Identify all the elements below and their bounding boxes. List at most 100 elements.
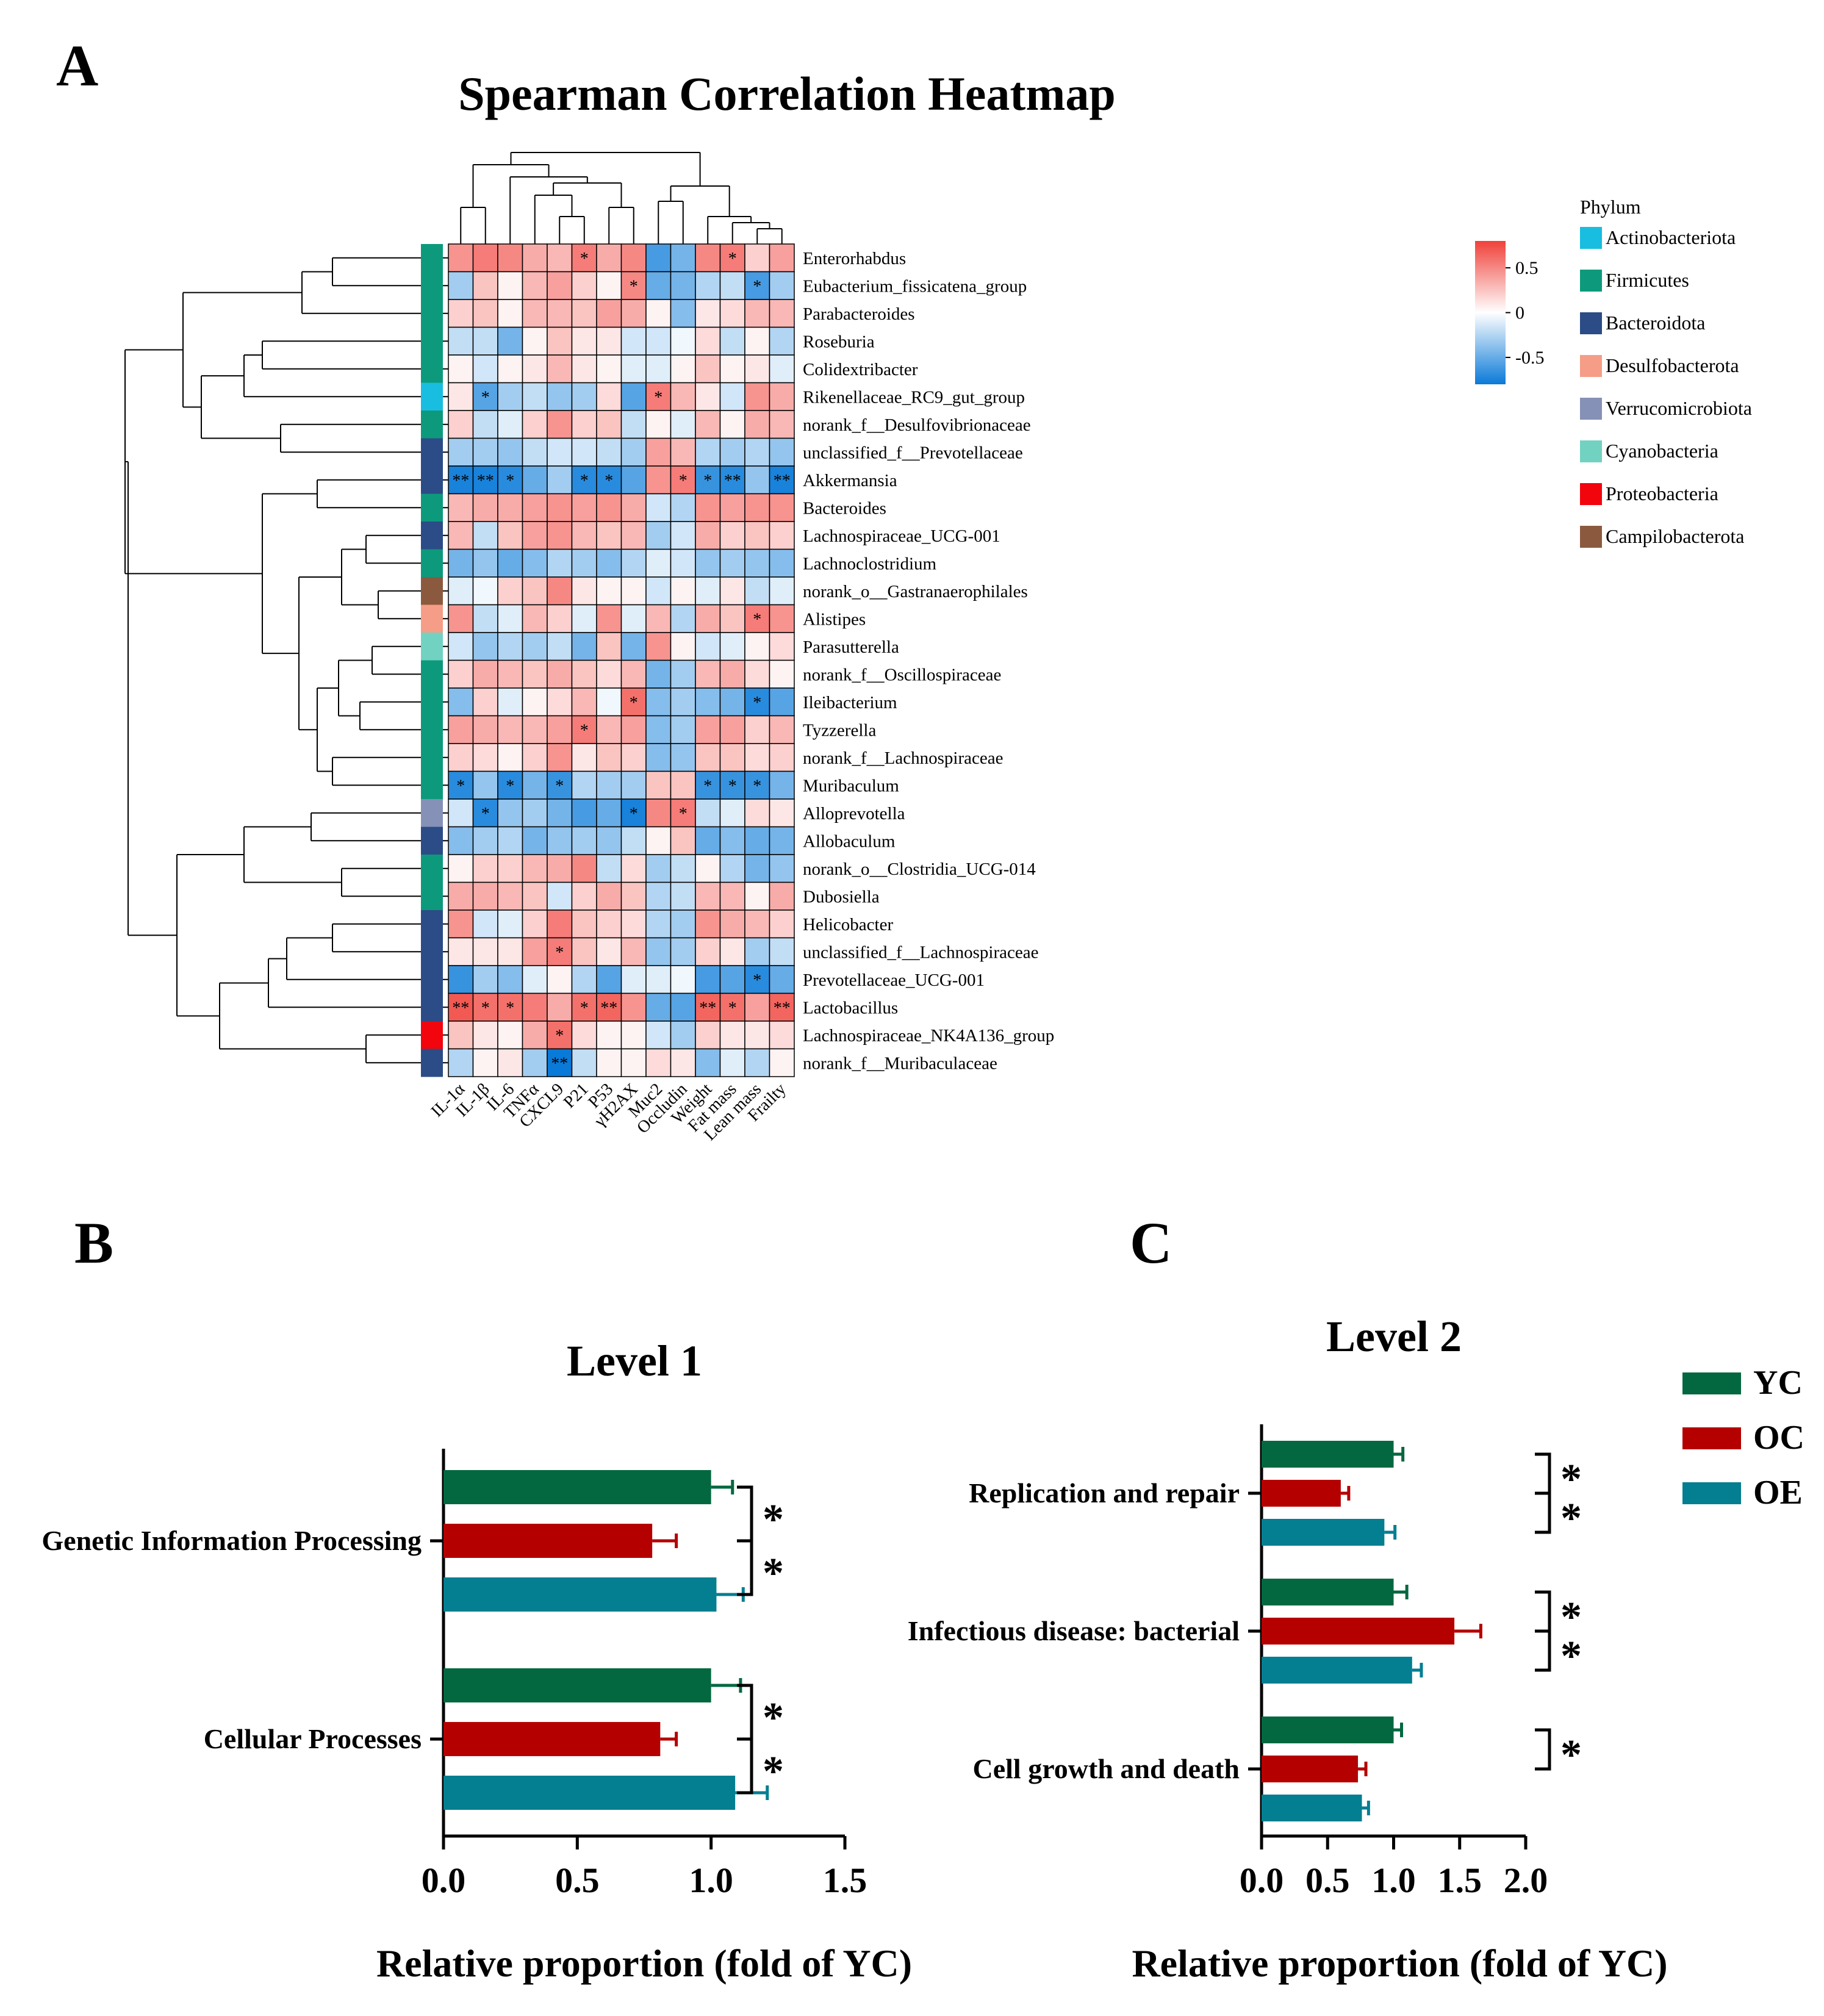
heatmap-cell-dubosiella-weight <box>695 881 721 911</box>
phylum-marker-firmicutes <box>421 327 443 356</box>
bar-yc-cellular-processes <box>443 1668 711 1702</box>
significance-star: * <box>763 1550 784 1597</box>
heatmap-cell-parasutterella-tnf <box>522 632 548 661</box>
bar-oc-infectious-disease-bacterial <box>1262 1618 1455 1645</box>
heatmap-cell-parasutterella-il-1 <box>472 632 498 661</box>
significance-mark: * <box>753 777 761 795</box>
heatmap-cell-allobaculum-h2ax <box>620 826 647 855</box>
heatmap-cell-norank-o-clostridia-ucg-014-il-1 <box>448 854 474 883</box>
heatmap-cell-muribaculum-il-1 <box>472 770 498 800</box>
heatmap-cell-alloprevotella-occludin <box>670 798 696 828</box>
bar-oe-infectious-disease-bacterial <box>1262 1657 1412 1684</box>
heatmap-cell-eubacterium-fissicatena-group-p21 <box>571 271 597 300</box>
heatmap-cell-norank-f-oscillospiraceae-p53 <box>596 659 622 689</box>
heatmap-cell-parasutterella-il-6 <box>497 632 523 661</box>
heatmap-cell-norank-f-muribaculaceae-tnf <box>522 1048 548 1077</box>
heatmap-cell-prevotellaceae-ucg-001-p53 <box>596 965 622 994</box>
heatmap-cell-allobaculum-frailty <box>769 826 795 855</box>
heatmap-cell-prevotellaceae-ucg-001-occludin <box>670 965 696 994</box>
heatmap-cell-parabacteroides-il-6 <box>497 299 523 328</box>
heatmap-cell-norank-o-clostridia-ucg-014-p21 <box>571 854 597 883</box>
heatmap-cell-lachnoclostridium-occludin <box>670 548 696 578</box>
legend-swatch-proteobacteria <box>1580 483 1602 505</box>
heatmap-significance: * ** ** *** ** * * * * * ** **** *** * * * * ** * ***** * * * *… <box>452 249 791 1074</box>
heatmap-cell-helicobacter-tnf <box>522 909 548 939</box>
heatmap-cell-prevotellaceae-ucg-001-cxcl9 <box>547 965 573 994</box>
heatmap-cell-unclassified-f-lachnospiraceae-tnf <box>522 937 548 966</box>
heatmap-cell-parabacteroides-fat-mass <box>719 299 745 328</box>
heatmap-cell-rikenellaceae-rc9-gut-group-tnf <box>522 382 548 411</box>
heatmap-cell-rikenellaceae-rc9-gut-group-weight <box>695 382 721 411</box>
heatmap-cell-parabacteroides-weight <box>695 299 721 328</box>
phylum-marker-firmicutes <box>421 300 443 328</box>
chart-title: Level 2 <box>1326 1312 1462 1361</box>
phylum-marker-campilobacterota <box>421 577 443 605</box>
legend-label-proteobacteria: Proteobacteria <box>1606 482 1718 504</box>
phylum-marker-bacteroidota <box>421 993 443 1022</box>
heatmap-cell-enterorhabdus-frailty <box>769 243 795 273</box>
heatmap-cell-tyzzerella-h2ax <box>620 715 647 744</box>
heatmap-cell-allobaculum-weight <box>695 826 721 855</box>
heatmap-cell-norank-f-muribaculaceae-lean-mass <box>744 1048 770 1077</box>
heatmap-cell-bacteroides-il-6 <box>497 493 523 522</box>
heatmap-cell-lachnoclostridium-p21 <box>571 548 597 578</box>
heatmap-cell-alistipes-frailty <box>769 604 795 633</box>
heatmap-cell-norank-f-desulfovibrionaceae-p21 <box>571 410 597 439</box>
heatmap-cell-ileibacterium-il-6 <box>497 687 523 717</box>
category-label-genetic-information-processing: Genetic Information Processing <box>41 1525 422 1556</box>
heatmap-cell-colidextribacter-weight <box>695 354 721 384</box>
heatmap-cell-unclassified-f-prevotellaceae-occludin <box>670 437 696 467</box>
heatmap-cell-lachnospiraceae-nk4a136-group-frailty <box>769 1021 795 1050</box>
bar-yc-cell-growth-and-death <box>1262 1716 1394 1743</box>
heatmap-cell-colidextribacter-p53 <box>596 354 622 384</box>
heatmap-cell-colidextribacter-tnf <box>522 354 548 384</box>
heatmap-cell-unclassified-f-lachnospiraceae-fat-mass <box>719 937 745 966</box>
heatmap-cell-dubosiella-p53 <box>596 881 622 911</box>
row-label-lachnospiraceae-nk4a136-group: Lachnospiraceae_NK4A136_group <box>803 1026 1054 1046</box>
heatmap-cell-helicobacter-p21 <box>571 909 597 939</box>
phylum-marker-actinobacteriota <box>421 382 443 411</box>
heatmap-cell-norank-o-clostridia-ucg-014-il-6 <box>497 854 523 883</box>
heatmap-cell-lachnospiraceae-ucg-001-h2ax <box>620 521 647 550</box>
heatmap-cell-norank-f-lachnospiraceae-il-1 <box>472 743 498 772</box>
heatmap-cell-helicobacter-il-1 <box>448 909 474 939</box>
heatmap-cell-alistipes-il-6 <box>497 604 523 633</box>
heatmap-cell-enterorhabdus-cxcl9 <box>547 243 573 273</box>
level2-bar-chart: Level 2 0.0 0.5 1.0 1.5 2.0 Relative proportio… <box>908 1312 1668 1985</box>
heatmap-cell-parabacteroides-cxcl9 <box>547 299 573 328</box>
heatmap-cell-akkermansia-muc2 <box>645 465 672 495</box>
heatmap-cell-alistipes-il-1 <box>472 604 498 633</box>
phylum-marker-firmicutes <box>421 271 443 300</box>
heatmap-cell-norank-o-gastranaerophilales-p53 <box>596 576 622 606</box>
significance-star: * <box>1560 1456 1582 1503</box>
heatmap-cell-unclassified-f-prevotellaceae-il-1 <box>448 437 474 467</box>
heatmap-cell-lachnoclostridium-muc2 <box>645 548 672 578</box>
heatmap-cell-norank-f-desulfovibrionaceae-tnf <box>522 410 548 439</box>
heatmap-cell-eubacterium-fissicatena-group-occludin <box>670 271 696 300</box>
heatmap-cell-tyzzerella-il-1 <box>448 715 474 744</box>
heatmap-cell-norank-o-clostridia-ucg-014-weight <box>695 854 721 883</box>
heatmap-cell-ileibacterium-il-1 <box>472 687 498 717</box>
heatmap-cell-alloprevotella-p21 <box>571 798 597 828</box>
heatmap-cell-roseburia-frailty <box>769 326 795 356</box>
heatmap-cell-norank-o-gastranaerophilales-cxcl9 <box>547 576 573 606</box>
x-tick-label: 0.0 <box>1240 1860 1284 1900</box>
heatmap-cell-bacteroides-muc2 <box>645 493 672 522</box>
legend-swatch-actinobacteriota <box>1580 227 1602 249</box>
phylum-marker-firmicutes <box>421 744 443 772</box>
row-label-norank-f-lachnospiraceae: norank_f__Lachnospiraceae <box>803 748 1004 768</box>
heatmap-cell-ileibacterium-p21 <box>571 687 597 717</box>
significance-mark: * <box>605 472 613 490</box>
row-label-akkermansia: Akkermansia <box>803 471 897 490</box>
phylum-marker-firmicutes <box>421 855 443 883</box>
heatmap-cell-colidextribacter-cxcl9 <box>547 354 573 384</box>
heatmap-cell-bacteroides-h2ax <box>620 493 647 522</box>
heatmap-cell-parasutterella-occludin <box>670 632 696 661</box>
category-label-replication-and-repair: Replication and repair <box>969 1477 1240 1508</box>
row-label-rikenellaceae-rc9-gut-group: Rikenellaceae_RC9_gut_group <box>803 387 1025 407</box>
heatmap-cell-norank-f-oscillospiraceae-cxcl9 <box>547 659 573 689</box>
heatmap-cell-roseburia-lean-mass <box>744 326 770 356</box>
colorbar-tick-label: 0.5 <box>1515 258 1539 278</box>
bar-oe-replication-and-repair <box>1262 1519 1385 1546</box>
heatmap-cell-muribaculum-fat-mass <box>719 770 745 800</box>
